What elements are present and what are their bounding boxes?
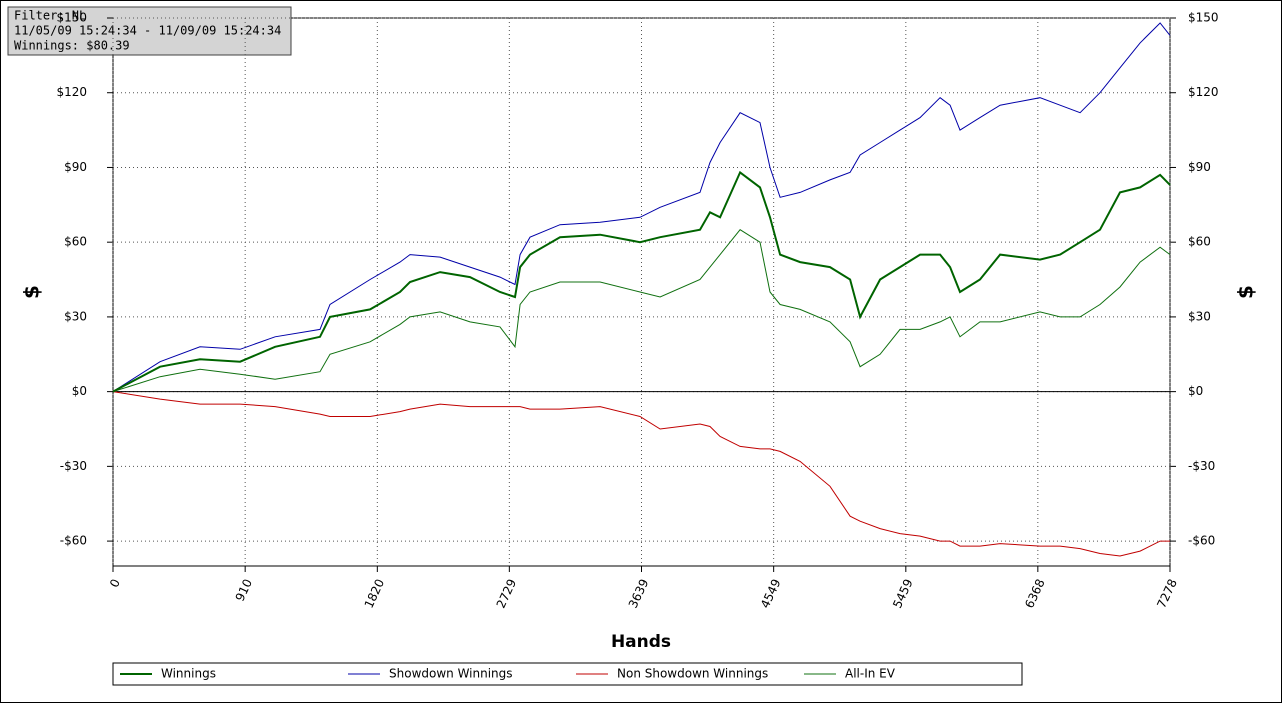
info-box: Filter: NL 11/05/09 15:24:34 - 11/09/09 …: [7, 6, 292, 56]
y2-axis-label: $: [1234, 285, 1258, 299]
y-tick-label: $0: [72, 384, 87, 398]
info-text: 11/05/09 15:24:34 - 11/09/09 15:24:34: [14, 24, 281, 38]
info-text: Filter: NL: [14, 9, 86, 23]
legend-label: Non Showdown Winnings: [617, 667, 768, 681]
y-tick-label: -$60: [60, 534, 87, 548]
series-line: [112, 391, 1170, 557]
series-line: [112, 22, 1171, 393]
y-axis-label: $: [20, 285, 44, 299]
y-tick-label: $60: [64, 235, 87, 249]
y2-tick-label: $0: [1188, 384, 1203, 398]
legend: [112, 662, 1023, 686]
x-axis-label: Hands: [611, 632, 671, 652]
y2-tick-label: $60: [1188, 235, 1211, 249]
legend-label: Winnings: [161, 667, 216, 681]
y2-tick-label: -$60: [1188, 534, 1215, 548]
legend-label: All-In EV: [845, 667, 896, 681]
y-tick-label: $120: [56, 85, 87, 99]
y-tick-label: $30: [64, 309, 87, 323]
series-line: [112, 229, 1171, 393]
y2-tick-label: $150: [1188, 11, 1219, 25]
y2-tick-label: -$30: [1188, 459, 1215, 473]
series-line: [112, 170, 1171, 393]
y-tick-label: $90: [64, 160, 87, 174]
info-box-bg: [7, 6, 292, 56]
info-text: Winnings: $80.39: [14, 39, 130, 53]
legend-label: Showdown Winnings: [389, 667, 513, 681]
y2-tick-label: $90: [1188, 160, 1211, 174]
y2-tick-label: $120: [1188, 85, 1219, 99]
y2-tick-label: $30: [1188, 309, 1211, 323]
y-tick-label: $150: [56, 11, 87, 25]
y-tick-label: -$30: [60, 459, 87, 473]
